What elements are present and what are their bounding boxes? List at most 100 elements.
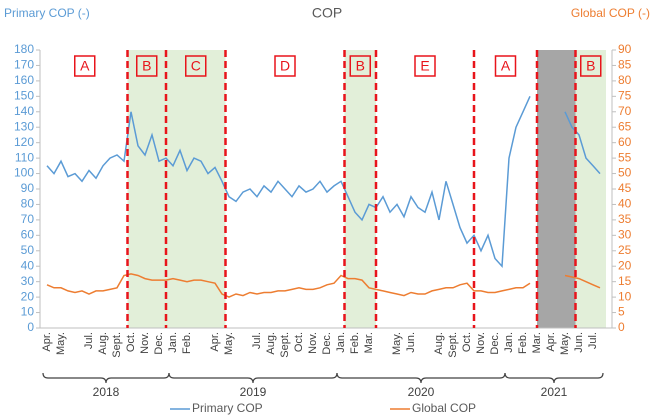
y2-tick-label: 60 [618, 135, 632, 149]
x-tick-label: May. [223, 332, 235, 355]
x-tick-label: Jul. [587, 332, 599, 349]
x-tick-label: Oct. [125, 332, 137, 352]
x-tick-label: Aug. [265, 332, 277, 355]
x-tick-label: Sept. [111, 332, 123, 358]
y2-tick-label: 15 [618, 274, 632, 288]
y2-tick-label: 10 [618, 289, 632, 303]
x-tick-label: Aug. [433, 332, 445, 355]
x-tick-label: Jan. [335, 332, 347, 353]
region-shade [575, 50, 606, 328]
annotation-label: B [586, 58, 595, 74]
x-tick-label: May. [559, 332, 571, 355]
year-label: 2020 [408, 385, 435, 399]
x-tick-label: Dec. [489, 332, 501, 355]
x-tick-label: Apr. [41, 332, 53, 352]
y-tick-label: 160 [14, 73, 34, 87]
y2-tick-label: 55 [618, 150, 632, 164]
y2-tick-label: 35 [618, 212, 632, 226]
region-shade [344, 50, 376, 328]
y-tick-label: 140 [14, 104, 34, 118]
x-tick-label: Jan. [167, 332, 179, 353]
annotation-label: A [501, 58, 511, 74]
y-tick-label: 180 [14, 42, 34, 56]
y2-tick-label: 25 [618, 243, 632, 257]
x-tick-label: Sept. [279, 332, 291, 358]
y-axis-title: Primary COP (-) [4, 6, 90, 20]
annotation-box [580, 55, 602, 77]
y2-tick-label: 5 [618, 305, 625, 319]
x-tick-label: Jul. [251, 332, 263, 349]
x-tick-label: Jul. [83, 332, 95, 349]
x-tick-label: Feb. [517, 332, 529, 354]
y-tick-label: 50 [21, 243, 35, 257]
year-brace [336, 372, 506, 384]
x-tick-label: Feb. [181, 332, 193, 354]
y-tick-label: 120 [14, 135, 34, 149]
y2-tick-label: 75 [618, 89, 632, 103]
x-tick-label: Sept. [447, 332, 459, 358]
y2-tick-label: 80 [618, 73, 632, 87]
y-tick-label: 30 [21, 274, 35, 288]
x-tick-label: Apr. [545, 332, 557, 352]
x-tick-label: Jan. [503, 332, 515, 353]
y-tick-label: 80 [21, 197, 35, 211]
annotation-label: D [280, 58, 290, 74]
annotation-label: C [191, 58, 201, 74]
annotation-box [349, 55, 371, 77]
y2-tick-label: 0 [618, 320, 625, 334]
x-tick-label: Nov. [475, 332, 487, 354]
y2-tick-label: 70 [618, 104, 632, 118]
y-tick-label: 100 [14, 166, 34, 180]
x-tick-label: Apr. [209, 332, 221, 352]
legend-label: Primary COP [192, 401, 263, 415]
y2-tick-label: 40 [618, 197, 632, 211]
y-tick-label: 40 [21, 258, 35, 272]
x-tick-label: Aug. [97, 332, 109, 355]
x-tick-label: Jun. [573, 332, 585, 353]
region-shade [127, 50, 226, 328]
x-tick-label: Nov. [307, 332, 319, 354]
y2-tick-label: 30 [618, 228, 632, 242]
y2-tick-label: 65 [618, 119, 632, 133]
annotation-box [74, 55, 96, 77]
y2-axis-title: Global COP (-) [571, 6, 650, 20]
x-tick-label: Oct. [293, 332, 305, 352]
annotation-box [136, 55, 158, 77]
y2-tick-label: 20 [618, 258, 632, 272]
x-tick-label: Nov. [139, 332, 151, 354]
y2-tick-label: 85 [618, 58, 632, 72]
y2-tick-label: 45 [618, 181, 632, 195]
year-label: 2018 [93, 385, 120, 399]
annotation-label: A [80, 58, 90, 74]
legend-label: Global COP [412, 401, 476, 415]
x-tick-label: Jun. [405, 332, 417, 353]
annotation-label: B [142, 58, 151, 74]
y-tick-label: 130 [14, 119, 34, 133]
y-tick-label: 110 [15, 150, 34, 164]
x-tick-label: Mar. [531, 332, 543, 353]
y-tick-label: 10 [21, 305, 35, 319]
annotation-box [414, 55, 436, 77]
x-tick-label: Feb. [349, 332, 361, 354]
series-line [46, 95, 601, 269]
annotation-box [274, 55, 296, 77]
y-tick-label: 70 [21, 212, 35, 226]
annotation-label: E [420, 58, 429, 74]
y-tick-label: 150 [14, 89, 34, 103]
year-label: 2021 [541, 385, 568, 399]
y2-tick-label: 50 [618, 166, 632, 180]
annotation-box [185, 55, 207, 77]
x-tick-label: Dec. [153, 332, 165, 355]
missing-data-region [537, 50, 576, 328]
annotation-box [494, 55, 517, 77]
x-tick-label: Oct. [461, 332, 473, 352]
annotation-label: B [356, 58, 365, 74]
year-brace [42, 372, 170, 384]
chart-title: COP [312, 5, 342, 21]
year-brace [168, 372, 338, 384]
y-tick-label: 90 [21, 181, 35, 195]
y-tick-label: 0 [27, 320, 34, 334]
y2-tick-label: 90 [618, 42, 632, 56]
y-tick-label: 20 [21, 289, 35, 303]
x-tick-label: Mar. [363, 332, 375, 353]
